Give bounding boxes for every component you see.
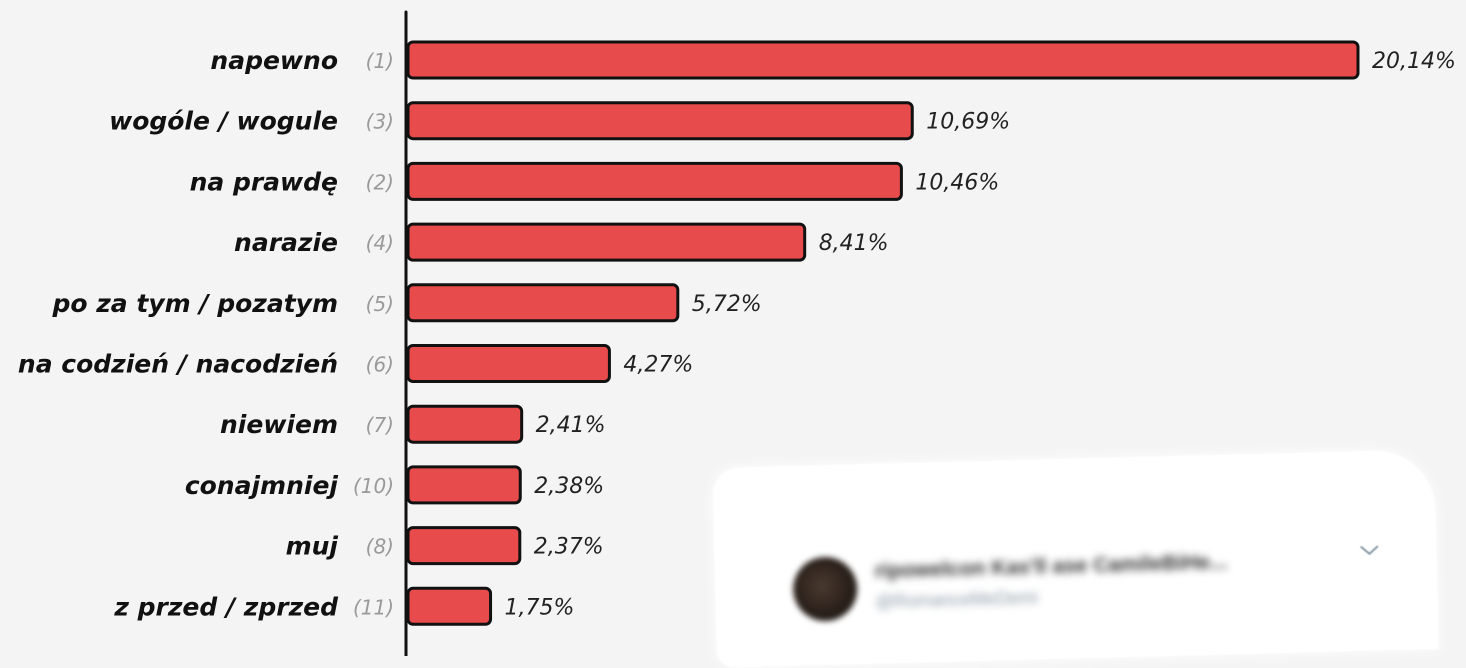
rank-label: (7) (366, 413, 394, 437)
value-label: 2,38% (534, 474, 604, 499)
category-label: na codzień / nacodzień (18, 350, 338, 379)
rank-label: (10) (353, 474, 394, 498)
rank-label: (3) (366, 110, 394, 134)
category-label: z przed / zprzed (113, 592, 339, 621)
avatar (792, 556, 859, 622)
bar (406, 586, 493, 626)
rank-label: (5) (366, 292, 394, 316)
value-label: 5,72% (692, 292, 762, 317)
value-label: 4,27% (623, 353, 693, 378)
value-label: 10,46% (915, 170, 999, 195)
chevron-down-icon[interactable] (1358, 539, 1381, 562)
category-label: narazie (234, 228, 338, 257)
rank-label: (11) (353, 595, 394, 619)
category-label: po za tym / pozatym (51, 289, 338, 318)
category-label: conajmniej (185, 471, 339, 500)
blurred-tweet-card: ripowelcon Kas'll ase CamileBiHe... @Rom… (712, 449, 1439, 668)
category-label: napewno (210, 46, 338, 75)
bar (406, 404, 524, 444)
tweet-display-name: ripowelcon Kas'll ase CamileBiHe... (874, 550, 1228, 583)
category-label: wogóle / wogule (109, 107, 338, 136)
bar (406, 283, 680, 323)
bars-layer: napewno (1) 20,14% wogóle / wogule (3) 10,69%… (18, 40, 1456, 626)
bar (406, 161, 903, 201)
rank-label: (8) (366, 535, 394, 559)
category-label: muj (286, 532, 339, 561)
bar (406, 526, 522, 566)
value-label: 8,41% (819, 231, 889, 256)
tweet-handle: @RomanceMeDemi (875, 587, 1039, 612)
bar (406, 344, 611, 383)
value-label: 10,69% (926, 110, 1010, 135)
value-label: 2,37% (534, 535, 604, 560)
bar (406, 465, 522, 505)
category-label: niewiem (220, 410, 338, 439)
rank-label: (2) (366, 170, 394, 194)
value-label: 2,41% (536, 413, 606, 438)
rank-label: (4) (366, 231, 394, 255)
rank-label: (6) (366, 353, 394, 377)
category-label: na prawdę (190, 167, 338, 196)
value-label: 1,75% (505, 595, 575, 620)
bar (406, 40, 1360, 80)
value-label: 20,14% (1372, 49, 1456, 74)
bar (406, 101, 914, 141)
bar (406, 222, 807, 262)
rank-label: (1) (366, 49, 394, 73)
